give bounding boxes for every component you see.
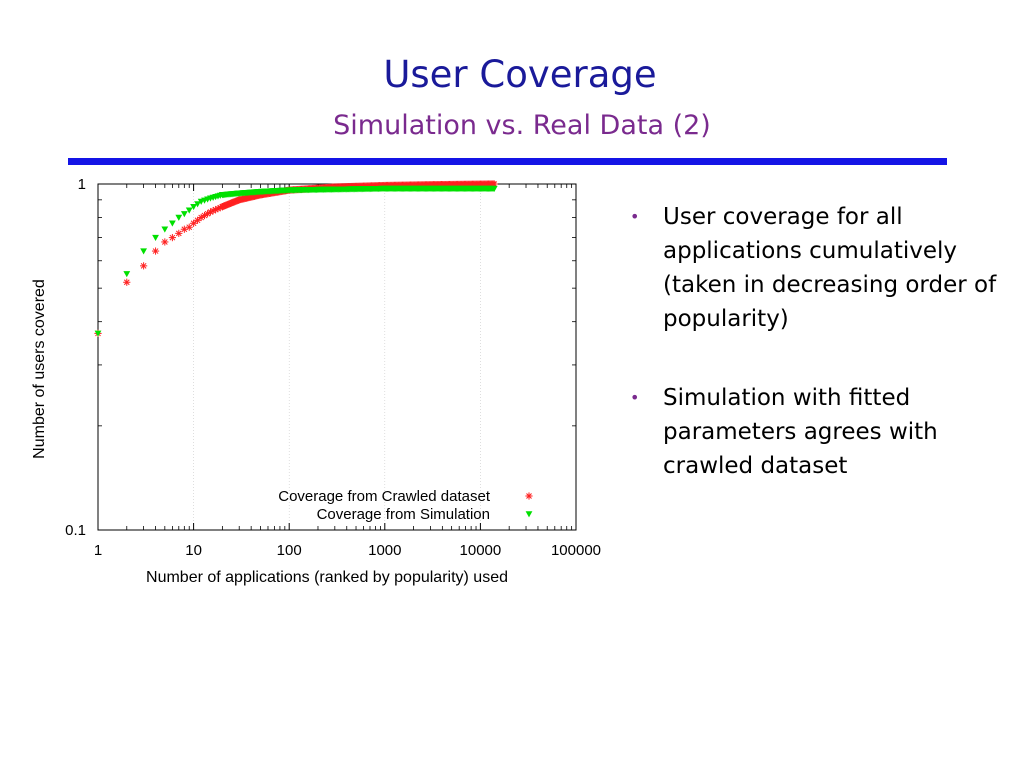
crawled-point [168, 233, 176, 242]
simulation-point [190, 203, 197, 211]
simulation-point [175, 214, 183, 221]
bullet-marker: • [630, 207, 640, 226]
coverage-chart: 1 10 100 1000 10000 100000 0.1 1 Coverage from … [31, 176, 601, 586]
x-tick-label: 100000 [551, 542, 601, 559]
simulation-point [152, 234, 159, 241]
legend-label: Coverage from Crawled dataset [278, 488, 491, 505]
crawled-point [123, 278, 131, 286]
legend-label: Coverage from Simulation [317, 506, 490, 523]
x-axis-label: Number of applications (ranked by popula… [146, 569, 508, 586]
simulation-point [140, 248, 148, 255]
crawled-point [193, 216, 202, 224]
bullet-text: User coverage for all applications cumul… [663, 204, 997, 332]
crawled-point [185, 223, 193, 231]
plot-frame [97, 183, 577, 531]
title-divider [68, 158, 947, 165]
x-tick-label: 100 [277, 542, 302, 559]
simulation-point [185, 207, 193, 214]
legend-crawled-marker [525, 492, 533, 500]
series-crawled [94, 180, 498, 338]
bullet-item: • User coverage for all applications cum… [620, 200, 1010, 336]
bullet-list: • User coverage for all applications cum… [620, 200, 1010, 528]
simulation-point [161, 226, 169, 233]
simulation-point [194, 201, 201, 208]
crawled-point [190, 219, 198, 227]
simulation-point [123, 271, 131, 278]
y-axis-label: Number of users covered [31, 279, 48, 459]
x-tick-label: 1 [94, 542, 102, 559]
x-tick-label: 1000 [368, 542, 401, 559]
simulation-point [490, 185, 498, 192]
crawled-point [151, 247, 160, 255]
legend-simulation-marker [525, 511, 533, 518]
series-simulation [94, 185, 498, 337]
crawled-point [140, 262, 148, 270]
slide-title: User Coverage [383, 53, 657, 96]
simulation-point [180, 211, 188, 218]
y-tick-label: 0.1 [65, 522, 86, 539]
crawled-point [175, 229, 183, 237]
x-tick-label: 10 [185, 542, 202, 559]
simulation-point [94, 330, 102, 337]
series-layer [94, 180, 498, 338]
bullet-marker: • [630, 388, 640, 407]
slide-subtitle: Simulation vs. Real Data (2) [333, 110, 711, 141]
crawled-point [161, 238, 169, 246]
grid-layer [193, 184, 481, 530]
bullet-item: • Simulation with fitted parameters agre… [620, 381, 1010, 483]
x-tick-label: 10000 [460, 542, 502, 559]
y-tick-label: 1 [78, 176, 86, 193]
tick-layer: 1 10 100 1000 10000 100000 0.1 1 [65, 176, 601, 559]
simulation-point [168, 220, 176, 227]
bullet-text: Simulation with fitted parameters agrees… [663, 385, 938, 479]
